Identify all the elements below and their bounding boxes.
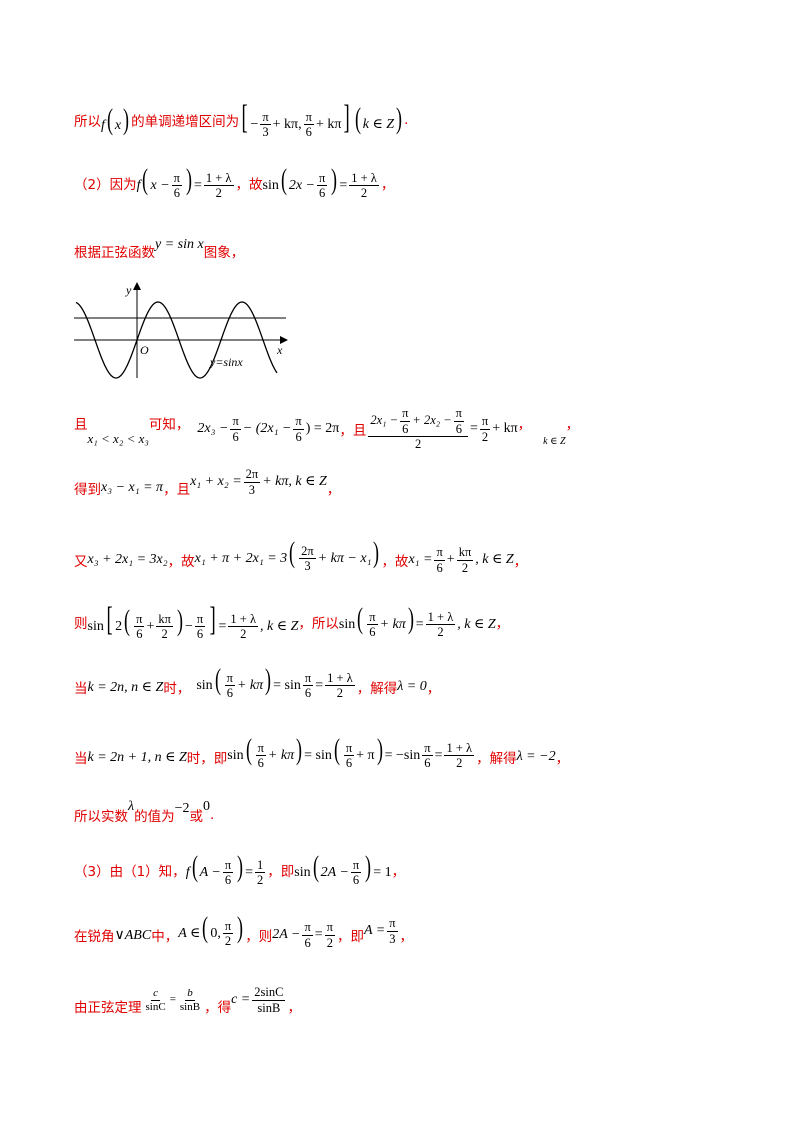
line-9: 当 k = 2n + 1, n ∈ Z 时，即 sin(π 6 + kπ) = sin… (74, 733, 570, 771)
line-11: （3）由（1）知， f(A − π 6) = 1 2 ，即 sin(2A − π 6) = 1 … (74, 850, 406, 888)
line-5: 得到 x₃ − x₁ = π ，且 x₁ + x₂ = 2π 3 + kπ, k ∈ … (74, 467, 341, 498)
sine-graph: y x O y=sinx (74, 282, 288, 379)
origin-label: O (140, 343, 149, 357)
line-4: 且 x₁ < x₂ < x₃ 可知， 2x₃ − π 6− (2x₁ − π 6) = … (74, 406, 580, 452)
line-6: 又 x₃ + 2x₁ = 3x₂ ，故 x₁ + π + 2x₁ = 3(2π 3… (74, 536, 528, 575)
y-axis-label: y (125, 283, 132, 297)
line-10: 所以实数 λ 的值为 −2 或 0 . (74, 799, 215, 825)
curve-label: y=sinx (209, 355, 243, 369)
line-1: 所以 f(x) 的单调递增区间为 [− π 3 + kπ, π 6 + kπ](k ∈ Z)… (74, 98, 409, 139)
line-8: 当 k = 2n, n ∈ Z 时， sin(π 6 + kπ) = sin π 6 = 1 … (74, 663, 441, 701)
line-3: 根据正弦函数 y = sin x 图象， (74, 237, 245, 261)
line-13: 由正弦定理 c sinC = b sinB ，得 c = 2sinC sinB ， (74, 985, 301, 1016)
x-axis-label: x (276, 343, 283, 357)
line-12: 在锐角 ∨ABC 中， A ∈(0, π 2) ，则 2A − π 6 = π 2 ，即 A … (74, 911, 414, 950)
